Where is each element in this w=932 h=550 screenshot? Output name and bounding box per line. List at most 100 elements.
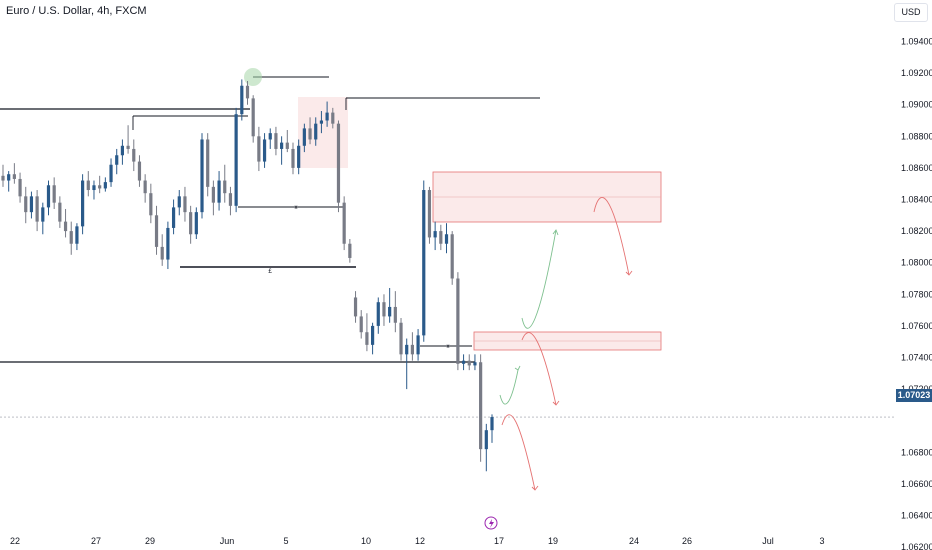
high-marker-circle (244, 68, 262, 86)
candle-body (359, 316, 363, 333)
candle-body (154, 215, 159, 247)
candle (331, 107, 335, 129)
candle-body (166, 227, 170, 260)
candle-body (427, 190, 432, 238)
candle-body (439, 231, 443, 244)
last-price-badge: 1.07023 (896, 389, 932, 402)
supply-zones (298, 97, 662, 351)
price-tick-label: 1.07800 (901, 289, 932, 299)
price-axis: 1.09400 1.09200 1.09000 1.08800 1.08600 1.084… (901, 37, 932, 550)
candle-body (376, 302, 380, 326)
candle-body (353, 297, 358, 317)
candle (228, 186, 233, 216)
candle (314, 117, 318, 146)
candle (160, 234, 164, 266)
time-axis: 22 27 29 Jun 5 10 12 17 19 24 26 Jul 3 (10, 516, 825, 546)
candle (240, 79, 244, 121)
candle-body (399, 322, 403, 355)
candle-body (143, 180, 147, 194)
bull-projection-path (521, 229, 557, 329)
annotation-label: £ (268, 269, 272, 275)
candle (473, 354, 477, 371)
candle-body (18, 178, 22, 197)
candle (189, 205, 193, 244)
arrowhead (625, 270, 633, 276)
lightning-icon-bolt (489, 519, 494, 528)
candle-body (280, 142, 284, 149)
price-tick-label: 1.06800 (901, 447, 932, 457)
candle-body (285, 142, 289, 149)
candle (217, 171, 221, 211)
candle (393, 291, 397, 333)
candle (58, 196, 62, 228)
candle (52, 177, 56, 209)
candle-body (365, 332, 369, 345)
arrowhead (552, 229, 559, 236)
arrowhead (514, 365, 521, 371)
candle-body (416, 335, 420, 355)
candle-body (257, 136, 261, 162)
candle-body (137, 161, 142, 181)
candle (211, 180, 215, 216)
candle-body (393, 306, 397, 323)
candle-body (302, 128, 306, 146)
candle (103, 177, 107, 192)
candle (132, 139, 136, 172)
candle (7, 171, 11, 192)
candle (109, 158, 113, 187)
candle (297, 139, 301, 175)
time-tick-label: 19 (548, 536, 558, 546)
candle-body (189, 212, 193, 235)
candle (245, 81, 250, 105)
candle (450, 231, 454, 285)
candle-body (98, 185, 102, 189)
candle (120, 139, 125, 165)
candle (467, 354, 471, 371)
candle-body (69, 231, 73, 244)
price-tick-label: 1.08000 (901, 258, 932, 268)
candle-body (109, 164, 113, 183)
candle (456, 272, 460, 371)
time-tick-label: Jul (762, 536, 774, 546)
candle-body (75, 226, 79, 244)
candle (405, 338, 409, 390)
time-tick-label: 10 (361, 536, 371, 546)
time-tick-label: 3 (819, 536, 824, 546)
candle (251, 95, 255, 143)
candle-body (228, 193, 233, 206)
candle (365, 313, 369, 352)
candle-body (370, 325, 375, 345)
candle-body (194, 212, 198, 235)
time-tick-label: 26 (682, 536, 692, 546)
candle-body (314, 123, 318, 140)
candle-body (234, 114, 238, 206)
price-tick-label: 1.09400 (901, 37, 932, 47)
time-tick-label: Jun (220, 536, 235, 546)
candle (439, 224, 443, 251)
candle (280, 136, 284, 165)
candle-body (211, 186, 215, 203)
candle (200, 133, 204, 219)
candle (422, 180, 426, 342)
time-tick-label: 22 (10, 536, 20, 546)
candle-body (63, 221, 68, 232)
candle-body (217, 180, 221, 203)
bear-projection-path (593, 196, 630, 276)
candle (41, 202, 45, 235)
currency-selector[interactable]: USD (894, 3, 928, 22)
candle (268, 128, 272, 149)
arrowhead (531, 485, 539, 491)
candle-body (29, 196, 34, 213)
candle-body (126, 145, 130, 149)
candle-body (388, 306, 392, 317)
candle-body (240, 85, 244, 115)
candle-body (291, 148, 295, 168)
candle (149, 183, 153, 224)
time-tick-label: 27 (91, 536, 101, 546)
price-tick-label: 1.08200 (901, 226, 932, 236)
candle (98, 175, 102, 194)
candle-body (160, 246, 164, 260)
candle-body (132, 148, 136, 162)
candle (18, 172, 22, 203)
